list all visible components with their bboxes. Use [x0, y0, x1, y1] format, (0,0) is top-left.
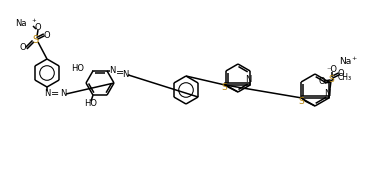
- Text: O: O: [44, 30, 50, 40]
- Text: Na: Na: [339, 57, 351, 67]
- Text: ´: ´: [126, 75, 130, 81]
- Text: N: N: [245, 75, 251, 85]
- Text: O: O: [337, 69, 344, 78]
- Text: N: N: [44, 90, 50, 98]
- Text: HO: HO: [71, 64, 84, 73]
- Text: S: S: [328, 75, 334, 83]
- Text: Na: Na: [16, 20, 27, 28]
- Text: N: N: [324, 88, 330, 98]
- Text: O: O: [318, 77, 325, 85]
- Text: +: +: [32, 19, 36, 23]
- Text: O: O: [20, 43, 26, 53]
- Text: CH₃: CH₃: [338, 72, 352, 82]
- Text: O: O: [35, 22, 41, 32]
- Text: ⁻O: ⁻O: [326, 64, 337, 74]
- Text: =: =: [51, 89, 59, 99]
- Text: N: N: [109, 66, 115, 75]
- Text: HO: HO: [84, 99, 98, 108]
- Text: =: =: [116, 68, 124, 78]
- Text: N: N: [122, 70, 128, 79]
- Text: N: N: [60, 90, 66, 98]
- Text: S: S: [298, 96, 304, 106]
- Text: S: S: [221, 82, 227, 91]
- Text: +: +: [351, 56, 356, 62]
- Text: S: S: [32, 35, 38, 45]
